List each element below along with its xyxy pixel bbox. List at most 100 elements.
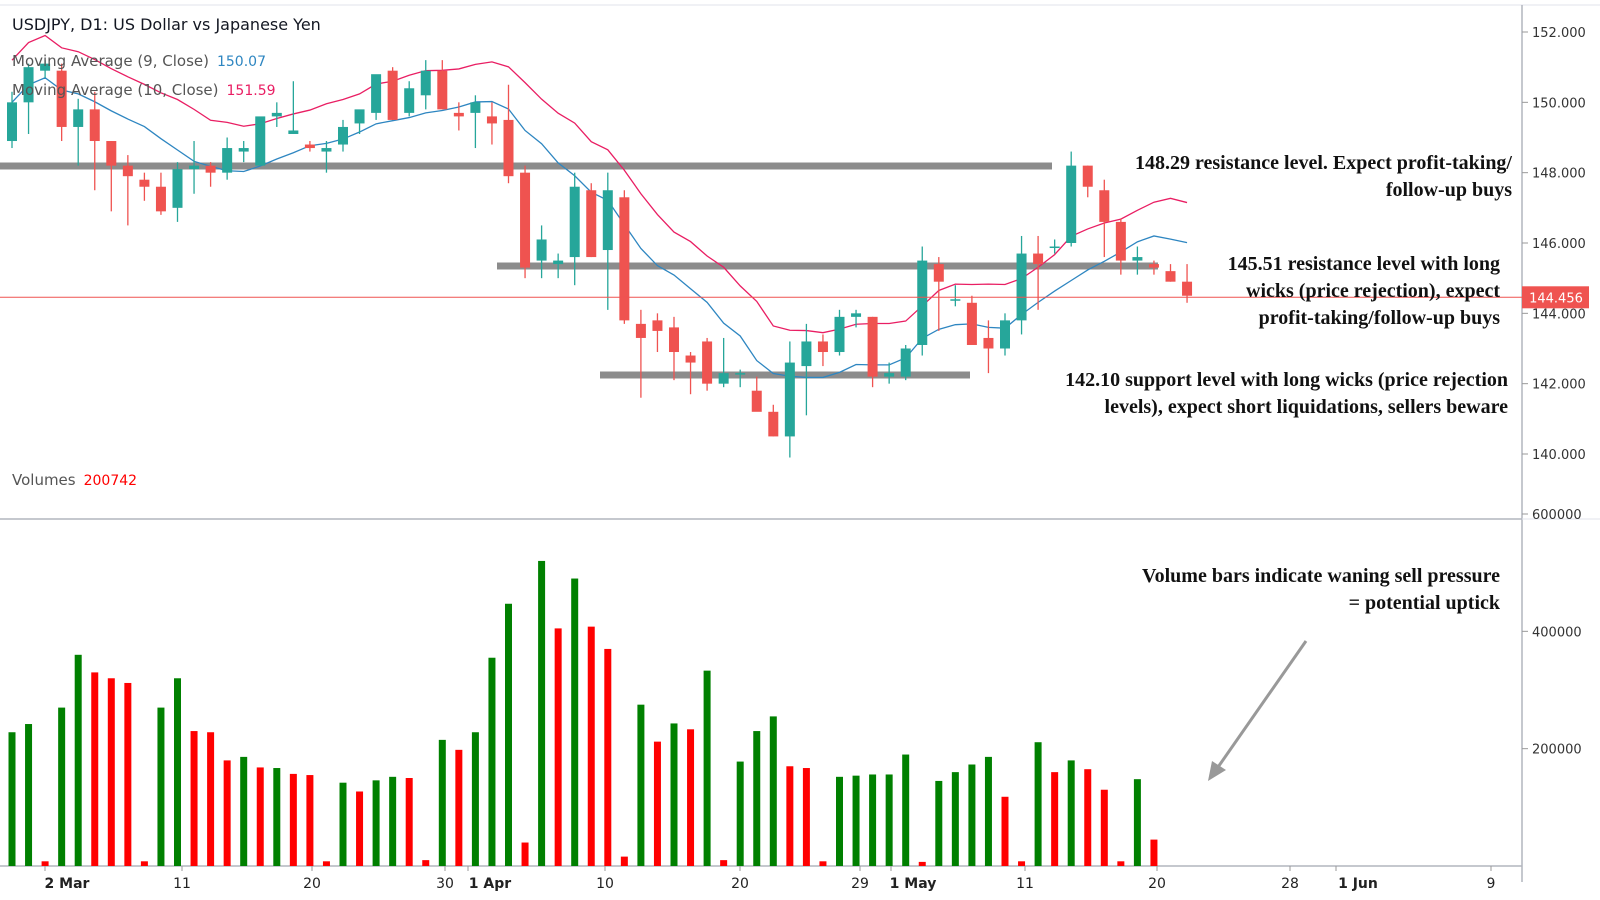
candle[interactable]	[172, 162, 183, 222]
time-axis: 2 Mar 11 20 30 1 Apr 10 20 29 1 May 11 20 28 1 Jun 9	[44, 866, 1495, 892]
candle[interactable]	[371, 74, 382, 120]
candle[interactable]	[768, 404, 779, 437]
volume-bar	[984, 756, 992, 866]
volume-bar	[322, 861, 330, 866]
candle[interactable]	[652, 313, 663, 353]
candle[interactable]	[238, 141, 249, 163]
volume-bar	[935, 780, 943, 866]
candle[interactable]	[288, 81, 299, 134]
candle[interactable]	[40, 60, 51, 78]
candle[interactable]	[1000, 313, 1010, 356]
annotation-line: wicks (price rejection), expect	[1246, 280, 1500, 302]
candle[interactable]	[784, 341, 795, 458]
candle[interactable]	[1049, 239, 1060, 254]
candle[interactable]	[23, 63, 34, 134]
candle[interactable]	[205, 162, 216, 187]
candle[interactable]	[1099, 179, 1110, 258]
candle[interactable]	[619, 190, 630, 324]
candle[interactable]	[437, 60, 448, 110]
candle[interactable]	[89, 91, 100, 191]
candle[interactable]	[817, 334, 828, 367]
candle[interactable]	[1016, 235, 1027, 335]
candle[interactable]	[553, 253, 564, 279]
candle[interactable]	[7, 91, 17, 149]
candle[interactable]	[271, 102, 282, 127]
candle[interactable]	[155, 172, 166, 215]
ma9-legend[interactable]: Moving Average (9, Close) 150.07	[12, 52, 266, 70]
candle[interactable]	[222, 137, 233, 180]
candle[interactable]	[602, 172, 613, 310]
volume-bar	[1034, 742, 1042, 866]
volume-bar	[140, 861, 148, 866]
candle[interactable]	[189, 141, 200, 194]
candle[interactable]	[685, 352, 696, 395]
candle[interactable]	[1082, 165, 1093, 198]
candle[interactable]	[503, 84, 514, 184]
candle[interactable]	[1148, 260, 1159, 275]
volume-bar	[1150, 839, 1158, 866]
ma10-legend[interactable]: Moving Average (10, Close) 151.59	[12, 81, 276, 99]
ma10-value: 151.59	[226, 83, 276, 99]
volume-bar	[1051, 772, 1059, 866]
candle[interactable]	[122, 155, 133, 226]
volume-bar	[670, 723, 678, 866]
candle[interactable]	[735, 369, 746, 388]
volumes-legend[interactable]: Volumes 200742	[12, 471, 137, 489]
candle[interactable]	[983, 320, 994, 374]
candle[interactable]	[1182, 264, 1193, 303]
candle[interactable]	[139, 172, 150, 201]
candle[interactable]	[669, 316, 679, 381]
candle[interactable]	[255, 116, 266, 166]
candle[interactable]	[106, 141, 117, 212]
candle[interactable]	[751, 376, 762, 412]
volume-bar	[720, 860, 728, 866]
candle[interactable]	[404, 81, 415, 117]
volume-bar	[174, 678, 181, 866]
candle[interactable]	[470, 95, 481, 149]
candle[interactable]	[354, 109, 365, 134]
ma10-line[interactable]	[11, 34, 1188, 334]
candle[interactable]	[56, 63, 67, 142]
candle[interactable]	[1132, 246, 1143, 275]
volume-bar	[869, 774, 877, 866]
ma9-line[interactable]	[11, 76, 1188, 379]
candle[interactable]	[917, 246, 928, 356]
candle[interactable]	[950, 285, 961, 307]
candle[interactable]	[520, 165, 531, 279]
candle[interactable]	[73, 98, 84, 166]
candle[interactable]	[851, 309, 862, 328]
candle[interactable]	[569, 172, 580, 286]
candle[interactable]	[635, 309, 646, 398]
candle[interactable]	[1165, 264, 1176, 282]
candle[interactable]	[867, 316, 878, 388]
candle[interactable]	[718, 337, 729, 388]
candle[interactable]	[304, 141, 315, 152]
candle[interactable]	[933, 257, 944, 331]
volume-bar	[852, 775, 860, 866]
candle[interactable]	[801, 323, 812, 416]
candle[interactable]	[1115, 218, 1126, 275]
candle[interactable]	[966, 295, 977, 345]
candle[interactable]	[321, 141, 332, 173]
price-tick-label: 152.000	[1532, 26, 1586, 41]
candle[interactable]	[834, 309, 845, 356]
candle[interactable]	[702, 337, 713, 391]
candle[interactable]	[387, 67, 398, 120]
candle[interactable]	[338, 119, 348, 152]
volume-bar	[438, 739, 446, 866]
volume-bar	[372, 780, 380, 866]
time-tick-label: 30	[436, 876, 454, 892]
candle[interactable]	[536, 225, 547, 279]
time-tick-label: 1 Apr	[469, 876, 511, 892]
volume-tick-label: 400000	[1532, 625, 1582, 640]
candle[interactable]	[420, 60, 431, 110]
price-tick-label: 144.000	[1532, 307, 1586, 322]
candle[interactable]	[453, 102, 464, 131]
candle[interactable]	[1066, 151, 1077, 247]
candle[interactable]	[586, 183, 597, 258]
candle[interactable]	[900, 344, 911, 381]
candle[interactable]	[884, 362, 895, 384]
annotation-resistance-148: 148.29 resistance level. Expect profit-t…	[1135, 150, 1512, 204]
candle[interactable]	[486, 102, 497, 145]
